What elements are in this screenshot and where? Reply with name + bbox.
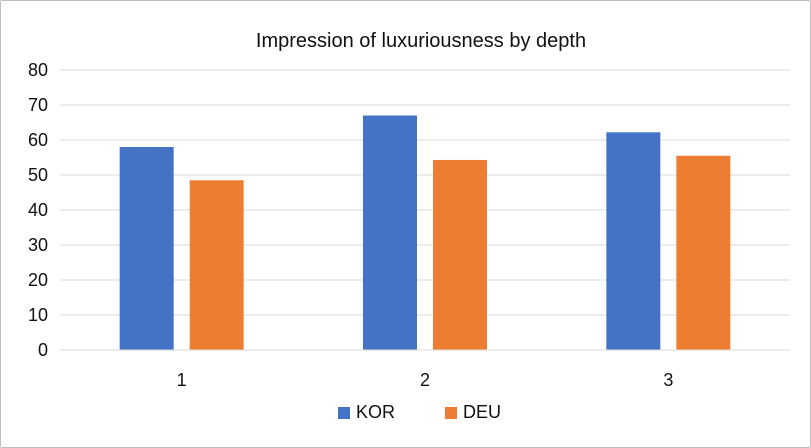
y-tick-label: 80 xyxy=(28,60,48,80)
legend-label-deu: DEU xyxy=(463,402,501,422)
bar-kor-2 xyxy=(363,115,417,350)
bar-deu-2 xyxy=(433,159,487,350)
x-tick-label: 3 xyxy=(663,370,673,390)
y-tick-label: 60 xyxy=(28,130,48,150)
legend-label-kor: KOR xyxy=(356,402,395,422)
y-tick-label: 30 xyxy=(28,235,48,255)
legend: KOR DEU xyxy=(338,402,501,422)
y-tick-label: 10 xyxy=(28,305,48,325)
bars xyxy=(119,115,731,350)
legend-swatch-deu xyxy=(445,407,457,419)
y-axis-ticks: 0 10 20 30 40 50 60 70 80 xyxy=(28,60,48,360)
bar-deu-1 xyxy=(189,180,244,350)
gridlines xyxy=(60,69,790,316)
y-tick-label: 50 xyxy=(28,165,48,185)
y-tick-label: 20 xyxy=(28,270,48,290)
y-tick-label: 0 xyxy=(38,340,48,360)
bar-deu-3 xyxy=(676,155,731,350)
x-tick-label: 2 xyxy=(420,370,430,390)
y-tick-label: 40 xyxy=(28,200,48,220)
y-tick-label: 70 xyxy=(28,95,48,115)
x-tick-label: 1 xyxy=(177,370,187,390)
x-axis-ticks: 1 2 3 xyxy=(177,370,674,390)
legend-swatch-kor xyxy=(338,407,350,419)
bar-kor-3 xyxy=(606,132,661,350)
bar-kor-1 xyxy=(119,147,174,350)
chart-title: Impression of luxuriousness by depth xyxy=(256,30,586,52)
